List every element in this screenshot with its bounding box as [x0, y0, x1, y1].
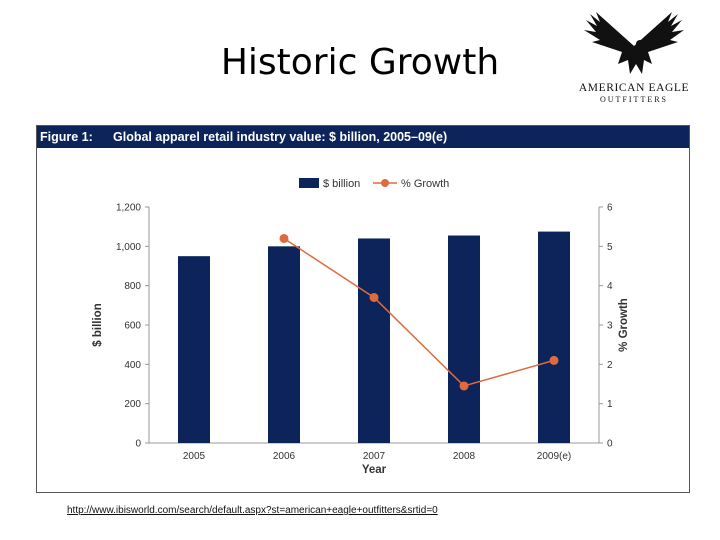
y-tick-label: 1,200: [116, 203, 141, 214]
y2-tick-label: 3: [607, 321, 613, 332]
legend-bar-swatch: [299, 178, 319, 188]
growth-point-2008: [459, 381, 469, 391]
bar-2005: [178, 256, 210, 443]
company-logo: AMERICAN EAGLE OUTFITTERS: [570, 8, 698, 104]
y-tick-label: 1,000: [116, 242, 141, 253]
y2-axis-label: % Growth: [618, 298, 630, 352]
x-tick-label: 2009(e): [537, 451, 571, 462]
growth-line: [283, 237, 555, 387]
growth-point-2009(e): [549, 355, 559, 365]
y2-tick-label: 6: [607, 203, 613, 214]
y2-tick-label: 4: [607, 281, 613, 292]
x-tick-label: 2006: [273, 451, 296, 462]
figure-title: Global apparel retail industry value: $ …: [113, 130, 448, 144]
logo-text-outfitters: OUTFITTERS: [600, 95, 668, 104]
y-axis-label: $ billion: [92, 303, 104, 346]
bar-2006: [268, 246, 300, 443]
chart-svg: $ billion % Growth 0 200 400 600 800 1,000 1,200…: [92, 178, 630, 476]
x-axis-label: Year: [362, 464, 387, 476]
legend-label-billion: $ billion: [323, 178, 360, 190]
slide-title: Historic Growth: [220, 42, 500, 83]
legend-label-growth: % Growth: [401, 178, 449, 190]
y2-tick-label: 1: [607, 399, 613, 410]
bar-2008: [448, 235, 480, 443]
growth-point-2007: [369, 292, 379, 302]
y2-tick-label: 5: [607, 242, 613, 253]
eagle-icon: [584, 12, 684, 74]
figure-number: Figure 1:: [40, 130, 93, 144]
figure-header: Figure 1: Global apparel retail industry…: [37, 126, 689, 148]
x-tick-label: 2007: [363, 451, 386, 462]
y-tick-label: 200: [124, 399, 141, 410]
logo-text-american-eagle: AMERICAN EAGLE: [578, 82, 690, 94]
legend-line-marker: [381, 179, 389, 187]
y2-tick-label: 2: [607, 360, 613, 371]
bar-2007: [358, 238, 390, 443]
x-tick-label: 2008: [453, 451, 476, 462]
y2-tick-label: 0: [607, 439, 613, 450]
y-tick-label: 800: [124, 281, 141, 292]
bar-2009(e): [538, 231, 570, 443]
source-link[interactable]: http://www.ibisworld.com/search/default.…: [67, 505, 438, 516]
y-tick-label: 0: [135, 439, 141, 450]
growth-point-2006: [279, 233, 289, 243]
x-tick-label: 2005: [183, 451, 206, 462]
figure-panel: Figure 1: Global apparel retail industry…: [36, 125, 690, 493]
y-tick-label: 600: [124, 321, 141, 332]
y-tick-label: 400: [124, 360, 141, 371]
